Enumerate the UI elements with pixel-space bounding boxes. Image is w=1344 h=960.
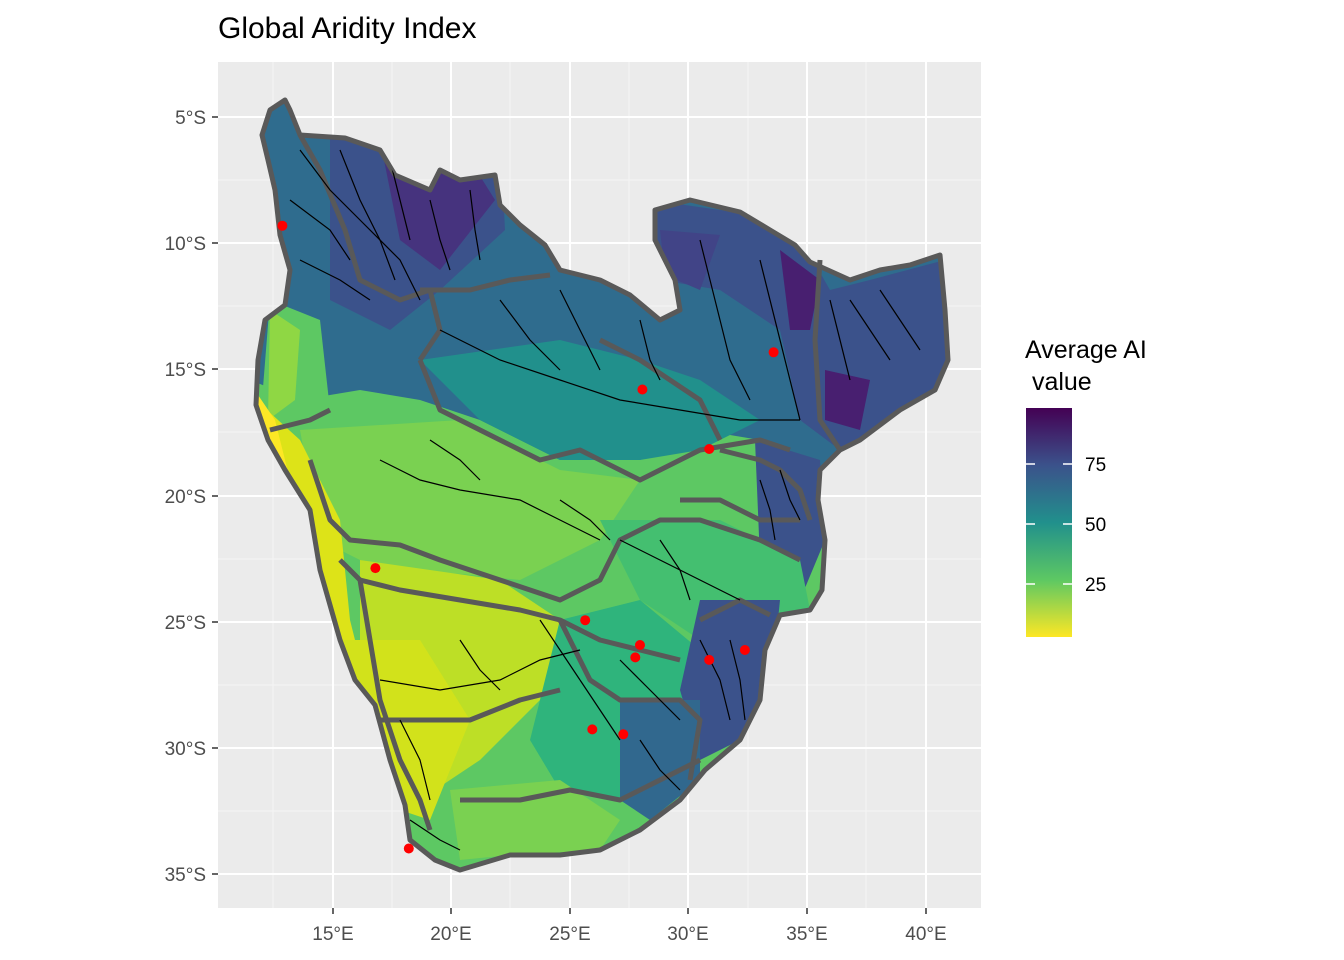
station-point [704, 444, 715, 454]
y-tick-label: 25°S [165, 613, 206, 634]
x-tick-label: 30°E [667, 924, 708, 945]
y-tick-label: 35°S [165, 865, 206, 886]
station-point [635, 640, 645, 650]
station-point [630, 652, 641, 663]
legend-label: 75 [1085, 455, 1106, 476]
x-tick-label: 15°E [312, 924, 353, 945]
y-tick-label: 20°S [165, 487, 206, 508]
station-point [370, 563, 381, 574]
station-point [587, 724, 598, 735]
station-point [704, 654, 715, 665]
x-axis: 15°E 20°E 25°E 30°E 35°E 40°E [312, 908, 947, 945]
y-tick-label: 30°S [165, 739, 206, 760]
legend-title-line2: value [1025, 368, 1092, 396]
y-axis: 5°S 10°S 15°S 20°S 25°S 30°S 35°S [165, 108, 218, 886]
y-tick-label: 15°S [165, 360, 206, 381]
legend: Average AI value 75 50 25 [1025, 336, 1147, 637]
legend-colorbar [1026, 408, 1072, 637]
x-tick-label: 40°E [905, 924, 946, 945]
chart-title: Global Aridity Index [218, 12, 477, 45]
station-point [403, 843, 414, 854]
station-points [277, 220, 779, 854]
station-point [768, 347, 779, 358]
legend-title-line1: Average AI [1025, 336, 1147, 364]
station-point [739, 645, 750, 655]
basin-borders [253, 97, 951, 873]
legend-label: 50 [1085, 515, 1106, 536]
y-tick-label: 5°S [175, 108, 206, 129]
x-tick-label: 20°E [430, 924, 471, 945]
station-point [637, 384, 648, 395]
station-point [277, 220, 288, 231]
x-tick-label: 35°E [786, 924, 827, 945]
river-network [289, 149, 921, 851]
y-tick-label: 10°S [165, 234, 206, 255]
x-tick-label: 25°E [549, 924, 590, 945]
station-point [580, 615, 591, 626]
station-point [618, 729, 629, 740]
legend-label: 25 [1085, 575, 1106, 596]
